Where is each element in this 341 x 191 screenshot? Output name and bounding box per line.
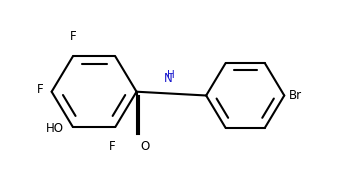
- Text: O: O: [140, 140, 150, 153]
- Text: F: F: [108, 140, 115, 153]
- Text: F: F: [70, 30, 76, 43]
- Text: F: F: [36, 83, 43, 96]
- Text: N: N: [164, 72, 172, 85]
- Text: HO: HO: [46, 122, 64, 135]
- Text: H: H: [167, 70, 175, 80]
- Text: Br: Br: [290, 89, 302, 102]
